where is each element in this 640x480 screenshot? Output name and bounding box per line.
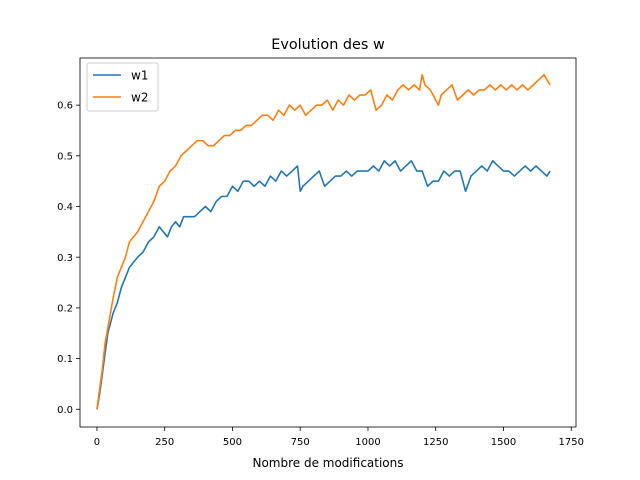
x-tick-label: 1500 — [491, 437, 516, 448]
y-tick-label: 0.6 — [57, 101, 73, 112]
legend-label-w2: w2 — [131, 91, 148, 105]
series-line-w2 — [96, 73, 551, 410]
axes: 0 250 500 750 1000 1250 1500 1750 0.0 0.1 0.2 0.3 0.… — [57, 57, 584, 448]
legend-label-w1: w1 — [131, 69, 148, 83]
axes-frame — [79, 57, 577, 428]
x-tick-label: 1750 — [559, 437, 584, 448]
x-axis-label: Nombre de modifications — [252, 456, 403, 470]
legend: w1 w2 — [86, 62, 159, 112]
y-tick-label: 0.0 — [57, 405, 73, 416]
y-tick-label: 0.3 — [57, 253, 73, 264]
y-tick-label: 0.4 — [57, 202, 73, 213]
y-tick-label: 0.5 — [57, 151, 73, 162]
x-tick-label: 750 — [291, 437, 310, 448]
x-tick-label: 500 — [223, 437, 242, 448]
x-tick-label: 1250 — [423, 437, 448, 448]
x-tick-label: 0 — [94, 437, 100, 448]
x-tick-label: 1000 — [355, 437, 380, 448]
y-tick-label: 0.2 — [57, 303, 73, 314]
x-tick-label: 250 — [155, 437, 174, 448]
y-tick-label: 0.1 — [57, 354, 73, 365]
chart-title: Evolution des w — [271, 37, 385, 53]
plot-area — [96, 73, 551, 410]
series-line-w1 — [96, 160, 551, 410]
